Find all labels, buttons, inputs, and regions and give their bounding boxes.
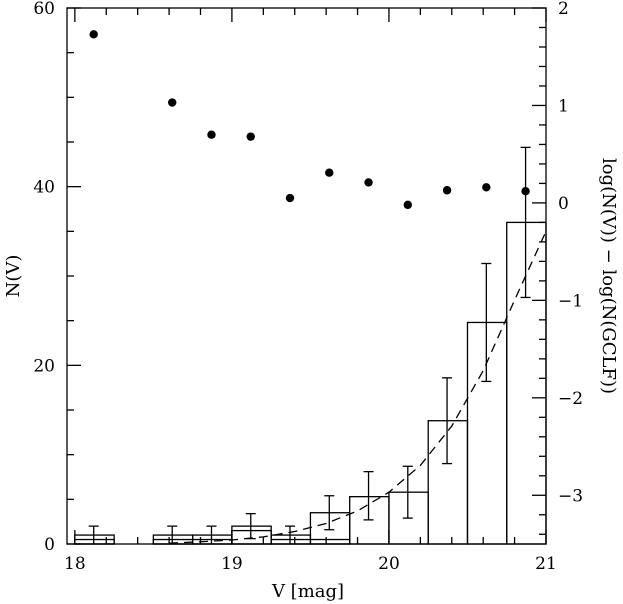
y-right-tick-label: 0 [558,194,569,214]
plot-frame [66,7,547,545]
plot-border [66,7,547,545]
y-left-tick-label: 0 [44,535,55,555]
ratio-point [521,187,530,196]
gclf-dashed-line [169,231,547,544]
secondary-bin [74,538,115,545]
histogram-bin [74,534,115,545]
x-axis-label: V [mag] [271,581,344,602]
y-right-tick-label: −2 [558,389,583,409]
gclf-curve [169,231,547,544]
main-histogram [74,221,547,545]
ratio-point [442,186,452,195]
histogram-bin [506,221,547,545]
histogram-bin [231,525,272,545]
x-tick-label: 19 [221,554,243,574]
y-right-tick-label: −3 [558,486,583,506]
y-left-tick-label: 20 [33,356,55,376]
ratio-point [403,200,412,210]
ratio-point [89,30,98,39]
ratio-point [168,98,177,107]
histogram-bin [466,321,508,545]
error-bars [88,146,531,544]
x-tick-label: 18 [64,554,86,574]
y-axis-left-label: N(V) [3,255,24,298]
y-axis-right-label: log(N(V)) − log(N(GCLF)) [598,158,619,394]
ratio-points [89,30,530,210]
ratio-point [325,168,334,177]
tick-labels: 18 19 20 21 0 20 40 60 −3 −2 −1 0 1 2 [33,0,583,574]
ratio-point [207,130,216,139]
y-left-tick-label: 60 [33,0,55,19]
y-left-tick-label: 40 [33,178,55,198]
histogram-bin [427,420,469,545]
secondary-bin [231,529,272,545]
ratio-point [364,178,373,187]
y-right-tick-label: −1 [558,291,583,311]
secondary-histogram [74,529,351,545]
x-tick-label: 20 [378,554,400,574]
ratio-point [482,183,491,192]
x-tick-label: 21 [535,554,557,574]
y-right-tick-label: 1 [558,96,569,116]
axis-ticks [67,7,547,545]
y-right-tick-label: 2 [558,0,569,19]
ratio-point [285,193,295,203]
ratio-point [246,132,255,141]
